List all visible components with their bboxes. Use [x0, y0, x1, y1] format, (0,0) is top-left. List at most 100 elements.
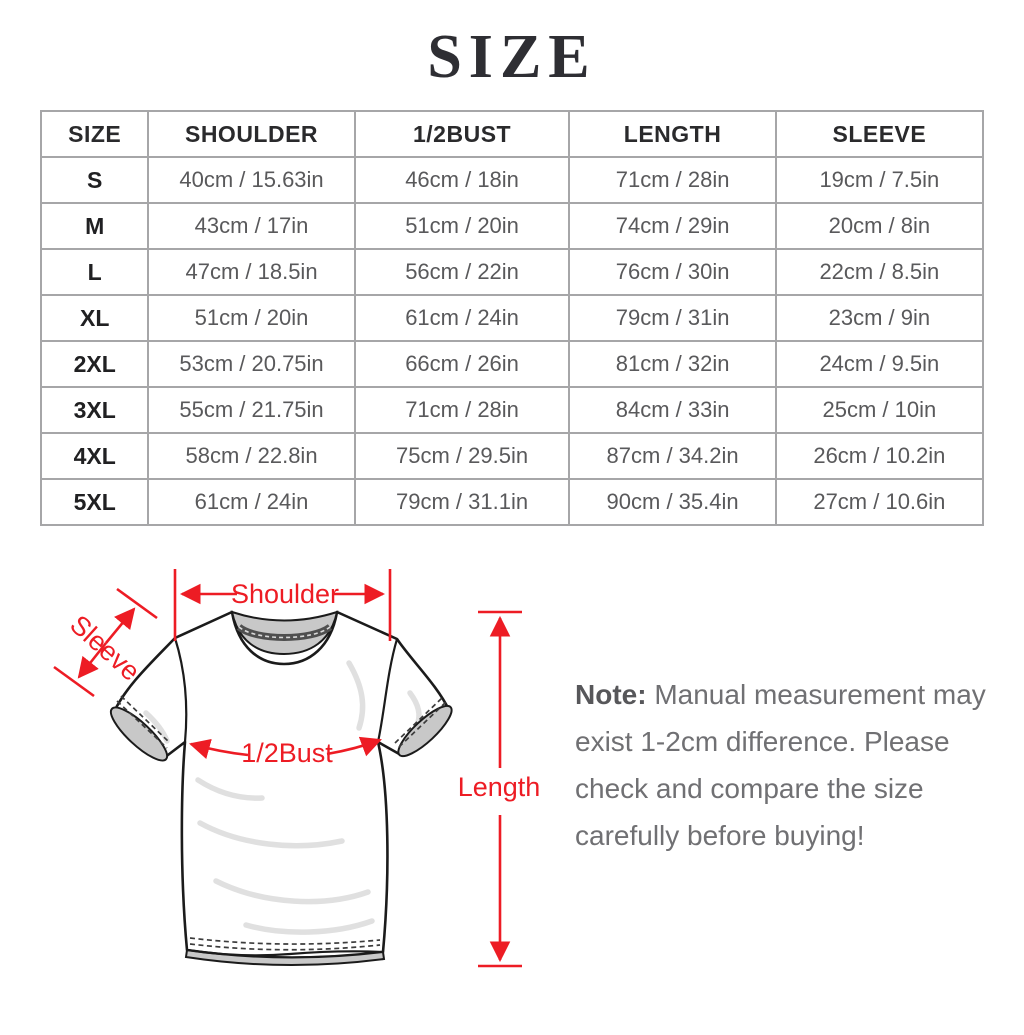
tshirt-measurement-diagram: Shoulder Sleeve 1/2Bust Length: [53, 569, 541, 968]
measure-cell: 74cm / 29in: [568, 202, 777, 250]
armhole-seam-left: [173, 637, 188, 743]
table-row: 5XL 61cm / 24in 79cm / 31.1in 90cm / 35.4in…: [39, 478, 985, 526]
length-label: Length: [458, 772, 541, 802]
measure-cell: 55cm / 21.75in: [147, 386, 356, 434]
note-line: exist 1-2cm difference. Please: [575, 726, 950, 757]
tshirt-body: [112, 610, 451, 959]
measure-cell: 76cm / 30in: [568, 248, 777, 296]
sleeve-tick-top: [116, 587, 158, 620]
sleeve-label: Sleeve: [64, 609, 145, 687]
hem-band: [184, 948, 386, 967]
note-line: Note: Manual measurement may: [575, 671, 987, 718]
armhole-seam-right: [376, 638, 399, 743]
measure-cell: 20cm / 8in: [774, 202, 985, 250]
bust-arrow-right: [326, 736, 382, 757]
measure-cell: 46cm / 18in: [353, 156, 571, 204]
size-table-header: SIZE SHOULDER 1/2BUST LENGTH SLEEVE: [39, 110, 985, 158]
tshirt-drawing: [109, 610, 453, 967]
measure-cell: 53cm / 20.75in: [147, 340, 356, 388]
measure-cell: 22cm / 8.5in: [774, 248, 985, 296]
length-measure: Length: [458, 610, 541, 968]
shoulder-measure: Shoulder: [173, 569, 392, 641]
shoulder-label: Shoulder: [231, 579, 339, 609]
measure-cell: 71cm / 28in: [353, 386, 571, 434]
sleeve-arrow-down: [77, 642, 108, 679]
table-row: S 40cm / 15.63in 46cm / 18in 71cm / 28in 19c…: [39, 156, 985, 204]
table-row: 2XL 53cm / 20.75in 66cm / 26in 81cm / 32in 2…: [39, 340, 985, 388]
measure-cell: 19cm / 7.5in: [774, 156, 985, 204]
size-cell: S: [39, 156, 150, 204]
note-label: Note:: [575, 679, 647, 710]
bust-label: 1/2Bust: [241, 738, 333, 768]
measure-cell: 90cm / 35.4in: [568, 478, 777, 526]
cuff-right: [397, 704, 453, 758]
size-cell: M: [39, 202, 150, 250]
measure-cell: 61cm / 24in: [147, 478, 356, 526]
table-row: 4XL 58cm / 22.8in 75cm / 29.5in 87cm / 34.2…: [39, 432, 985, 480]
measure-cell: 40cm / 15.63in: [147, 156, 356, 204]
sleeve-tick-bottom: [53, 665, 95, 698]
measure-cell: 23cm / 9in: [774, 294, 985, 342]
table-row: 3XL 55cm / 21.75in 71cm / 28in 84cm / 33in 2…: [39, 386, 985, 434]
size-cell: 5XL: [39, 478, 150, 526]
header-sleeve: SLEEVE: [774, 110, 985, 158]
hem-stitch: [189, 937, 381, 945]
table-row: L 47cm / 18.5in 56cm / 22in 76cm / 30in 22cm…: [39, 248, 985, 296]
header-size: SIZE: [39, 110, 150, 158]
measure-cell: 75cm / 29.5in: [353, 432, 571, 480]
header-bust: 1/2BUST: [353, 110, 571, 158]
table-row: XL 51cm / 20in 61cm / 24in 79cm / 31in 23cm …: [39, 294, 985, 342]
measure-cell: 43cm / 17in: [147, 202, 356, 250]
hem-stitch: [189, 943, 381, 951]
measure-cell: 24cm / 9.5in: [774, 340, 985, 388]
size-table: SIZE SHOULDER 1/2BUST LENGTH SLEEVE S 40c…: [39, 110, 985, 526]
size-cell: 4XL: [39, 432, 150, 480]
wrinkle: [197, 820, 345, 849]
header-length: LENGTH: [568, 110, 777, 158]
size-table-body: S 40cm / 15.63in 46cm / 18in 71cm / 28in 19c…: [39, 156, 985, 526]
size-cell: 3XL: [39, 386, 150, 434]
measure-cell: 79cm / 31.1in: [353, 478, 571, 526]
measure-cell: 51cm / 20in: [147, 294, 356, 342]
bust-measure: 1/2Bust: [188, 736, 382, 768]
measure-cell: 58cm / 22.8in: [147, 432, 356, 480]
collar-chain-stitch: [238, 626, 331, 639]
header-shoulder: SHOULDER: [147, 110, 356, 158]
measure-cell: 71cm / 28in: [568, 156, 777, 204]
measure-cell: 66cm / 26in: [353, 340, 571, 388]
measure-cell: 56cm / 22in: [353, 248, 571, 296]
measure-cell: 87cm / 34.2in: [568, 432, 777, 480]
sleeve-arrow-up: [104, 607, 136, 644]
measure-cell: 47cm / 18.5in: [147, 248, 356, 296]
wrinkle: [346, 660, 366, 731]
measure-cell: 84cm / 33in: [568, 386, 777, 434]
wrinkle: [243, 918, 375, 935]
page-title: SIZE: [427, 23, 597, 91]
bust-arrow-left: [188, 738, 249, 760]
header-row: SIZE SHOULDER 1/2BUST LENGTH SLEEVE: [39, 110, 985, 158]
measure-cell: 51cm / 20in: [353, 202, 571, 250]
measure-cell: 81cm / 32in: [568, 340, 777, 388]
measure-cell: 79cm / 31in: [568, 294, 777, 342]
measure-cell: 25cm / 10in: [774, 386, 985, 434]
note-line: carefully before buying!: [575, 820, 865, 851]
cuff-left: [109, 706, 169, 762]
table-row: M 43cm / 17in 51cm / 20in 74cm / 29in 20cm /…: [39, 202, 985, 250]
measure-cell: 26cm / 10.2in: [774, 432, 985, 480]
measure-cell: 27cm / 10.6in: [774, 478, 985, 526]
wrinkle: [195, 777, 265, 801]
cuff-stitch-right: [394, 696, 444, 744]
size-cell: L: [39, 248, 150, 296]
cuff-stitch-right: [398, 700, 448, 748]
size-cell: XL: [39, 294, 150, 342]
note-text: Manual measurement may: [654, 679, 986, 710]
size-cell: 2XL: [39, 340, 150, 388]
cuff-stitch-left: [116, 700, 168, 749]
wrinkle: [213, 878, 371, 905]
measure-cell: 61cm / 24in: [353, 294, 571, 342]
collar: [230, 610, 339, 656]
note-line: check and compare the size: [575, 773, 924, 804]
note: Note: Manual measurement may exist 1-2cm…: [575, 671, 987, 859]
hem-fold-line: [186, 948, 384, 957]
cuff-stitch-left: [120, 695, 171, 744]
